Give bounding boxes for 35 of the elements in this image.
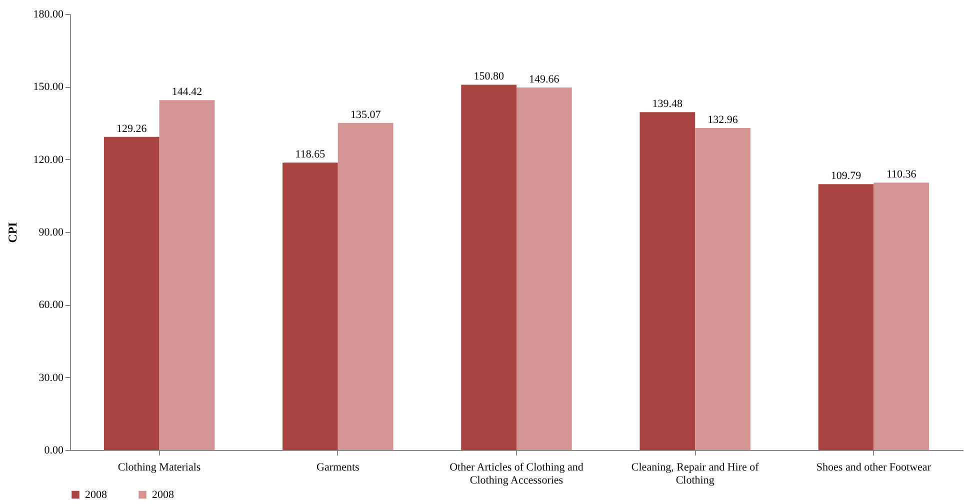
data-label: 109.79: [830, 170, 862, 182]
legend-label: 2008: [85, 488, 108, 501]
bar: [818, 184, 874, 450]
bar: [874, 182, 930, 450]
bar: [640, 112, 696, 450]
y-tick-label: 0.00: [44, 444, 64, 456]
x-tick-label: Garments: [316, 462, 360, 474]
x-tick-label: Cleaning, Repair and Hire of Clothing: [631, 462, 760, 486]
y-tick-label: 180.00: [33, 8, 64, 20]
y-tick-label: 150.00: [33, 81, 64, 94]
data-label: 118.65: [295, 148, 326, 161]
data-label: 129.26: [116, 122, 148, 135]
bar: [282, 162, 338, 450]
bar: [104, 136, 160, 450]
x-tick-label: Shoes and other Footwear: [816, 462, 932, 474]
bar: [695, 128, 750, 450]
y-axis-title: CPI: [5, 222, 20, 243]
data-label: 150.80: [474, 70, 504, 83]
data-label: 135.07: [350, 108, 382, 121]
data-label: 139.48: [652, 98, 684, 110]
y-tick-label: 60.00: [38, 299, 64, 312]
y-tick-label: 30.00: [38, 372, 64, 384]
y-tick-label: 120.00: [33, 154, 64, 166]
x-tick-label: Clothing Materials: [118, 462, 201, 474]
data-label: 149.66: [529, 73, 560, 86]
legend-label: 2008: [152, 488, 174, 501]
x-tick-label: Other Articles of Clothing and Clothing Accessories: [450, 462, 584, 486]
data-label: 132.96: [708, 114, 738, 126]
bar: [159, 100, 215, 450]
data-label: 144.42: [172, 86, 202, 98]
data-label: 110.36: [886, 168, 917, 181]
bar: [516, 87, 572, 450]
bar: [338, 122, 394, 450]
bar: [461, 84, 516, 450]
y-tick-label: 90.00: [38, 226, 64, 238]
